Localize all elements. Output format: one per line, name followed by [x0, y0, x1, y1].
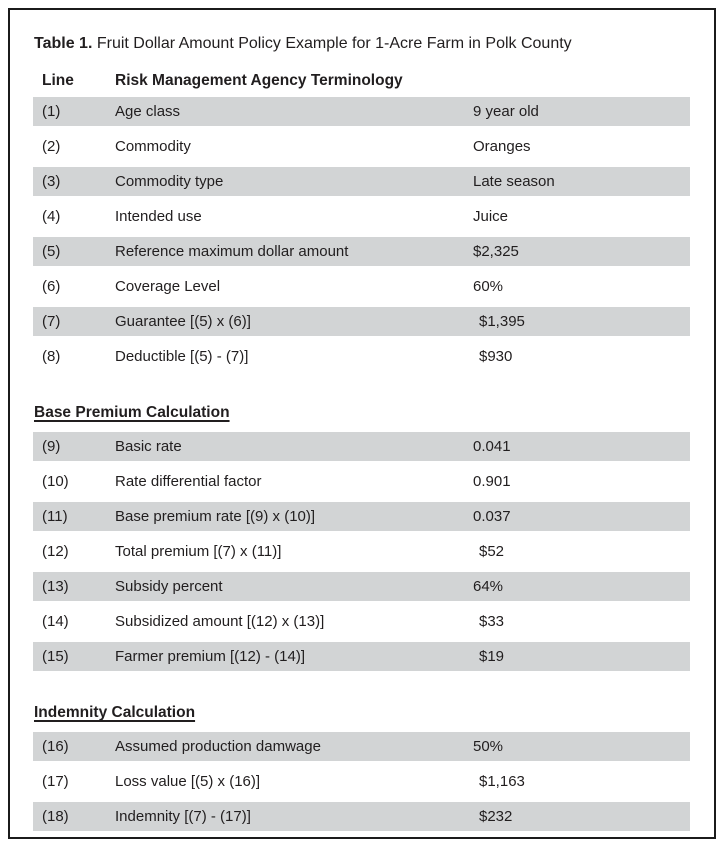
- row-value: $33: [479, 613, 505, 630]
- row-terminology: Loss value [(5) x (16)]: [115, 773, 261, 790]
- row-terminology: Assumed production damwage: [115, 738, 321, 755]
- row-value: $1,395: [479, 313, 525, 330]
- section-rows: (9) Basic rate 0.041 (10) Rate differential …: [33, 429, 690, 674]
- row-terminology: Intended use: [115, 208, 202, 225]
- row-line-number: (16): [42, 738, 69, 755]
- table-row: (6) Coverage Level 60%: [33, 269, 690, 304]
- table-title-text: Fruit Dollar Amount Policy Example for 1…: [92, 35, 572, 52]
- row-value: 64%: [473, 578, 504, 595]
- row-line-number: (10): [42, 473, 69, 490]
- row-line-number: (5): [42, 243, 61, 260]
- table-title: Table 1. Fruit Dollar Amount Policy Exam…: [34, 34, 714, 54]
- table-row: (4) Intended use Juice: [33, 199, 690, 234]
- row-line-number: (15): [42, 648, 69, 665]
- line-column-header: Line: [42, 72, 74, 89]
- row-line-number: (3): [42, 173, 61, 190]
- table-row: (13) Subsidy percent 64%: [33, 569, 690, 604]
- row-line-number: (11): [42, 508, 68, 525]
- row-value: 50%: [473, 738, 504, 755]
- table-row: (17) Loss value [(5) x (16)] $1,163: [33, 764, 690, 799]
- table-body: (1) Age class 9 year old (2) Commodity Orange…: [33, 94, 714, 834]
- terminology-column-header: Risk Management Agency Terminology: [115, 72, 403, 89]
- row-value: $2,325: [473, 243, 519, 260]
- row-value: Late season: [473, 173, 555, 190]
- table-row: (2) Commodity Oranges: [33, 129, 690, 164]
- row-terminology: Rate differential factor: [115, 473, 262, 490]
- table-row: (14) Subsidized amount [(12) x (13)] $33: [33, 604, 690, 639]
- row-terminology: Reference maximum dollar amount: [115, 243, 349, 260]
- row-value: Oranges: [473, 138, 531, 155]
- table-frame: Table 1. Fruit Dollar Amount Policy Exam…: [8, 8, 716, 839]
- row-terminology: Farmer premium [(12) - (14)]: [115, 648, 306, 665]
- section-rows: (16) Assumed production damwage 50% (17) Los…: [33, 729, 690, 834]
- row-line-number: (4): [42, 208, 61, 225]
- table-title-label: Table 1.: [34, 35, 93, 52]
- table-row: (16) Assumed production damwage 50%: [33, 729, 690, 764]
- section-heading: Base Premium Calculation: [34, 404, 230, 421]
- row-terminology: Commodity: [115, 138, 191, 155]
- table-row: (15) Farmer premium [(12) - (14)] $19: [33, 639, 690, 674]
- row-value: 9 year old: [473, 103, 539, 120]
- row-value: 0.901: [473, 473, 511, 490]
- row-line-number: (13): [42, 578, 69, 595]
- row-terminology: Subsidized amount [(12) x (13)]: [115, 613, 325, 630]
- row-terminology: Indemnity [(7) - (17)]: [115, 808, 251, 825]
- table-row: (10) Rate differential factor 0.901: [33, 464, 690, 499]
- table-row: (3) Commodity type Late season: [33, 164, 690, 199]
- row-line-number: (18): [42, 808, 69, 825]
- section-rows: (1) Age class 9 year old (2) Commodity Orange…: [33, 94, 690, 374]
- row-terminology: Subsidy percent: [115, 578, 223, 595]
- row-value: $232: [479, 808, 513, 825]
- row-terminology: Deductible [(5) - (7)]: [115, 348, 249, 365]
- column-header-row: Line Risk Management Agency Terminology: [33, 68, 690, 94]
- row-terminology: Commodity type: [115, 173, 224, 190]
- row-value: 0.041: [473, 438, 511, 455]
- row-line-number: (6): [42, 278, 61, 295]
- row-value: $930: [479, 348, 513, 365]
- section-heading: Indemnity Calculation: [34, 704, 196, 721]
- row-value: $1,163: [479, 773, 525, 790]
- row-line-number: (14): [42, 613, 69, 630]
- table-row: (11) Base premium rate [(9) x (10)] 0.037: [33, 499, 690, 534]
- row-line-number: (8): [42, 348, 61, 365]
- table-row: (8) Deductible [(5) - (7)] $930: [33, 339, 690, 374]
- row-line-number: (7): [42, 313, 61, 330]
- row-line-number: (12): [42, 543, 69, 560]
- row-terminology: Guarantee [(5) x (6)]: [115, 313, 251, 330]
- table-row: (12) Total premium [(7) x (11)] $52: [33, 534, 690, 569]
- row-value: 60%: [473, 278, 504, 295]
- row-terminology: Base premium rate [(9) x (10)]: [115, 508, 316, 525]
- table-row: (5) Reference maximum dollar amount $2,325: [33, 234, 690, 269]
- row-line-number: (2): [42, 138, 61, 155]
- row-line-number: (17): [42, 773, 69, 790]
- row-value: Juice: [473, 208, 509, 225]
- table-row: (9) Basic rate 0.041: [33, 429, 690, 464]
- row-value: 0.037: [473, 508, 511, 525]
- table-row: (18) Indemnity [(7) - (17)] $232: [33, 799, 690, 834]
- row-terminology: Basic rate: [115, 438, 182, 455]
- table-row: (1) Age class 9 year old: [33, 94, 690, 129]
- row-terminology: Age class: [115, 103, 181, 120]
- row-terminology: Total premium [(7) x (11)]: [115, 543, 282, 560]
- row-value: $52: [479, 543, 505, 560]
- row-line-number: (1): [42, 103, 61, 120]
- row-terminology: Coverage Level: [115, 278, 221, 295]
- row-value: $19: [479, 648, 505, 665]
- table-row: (7) Guarantee [(5) x (6)] $1,395: [33, 304, 690, 339]
- row-line-number: (9): [42, 438, 61, 455]
